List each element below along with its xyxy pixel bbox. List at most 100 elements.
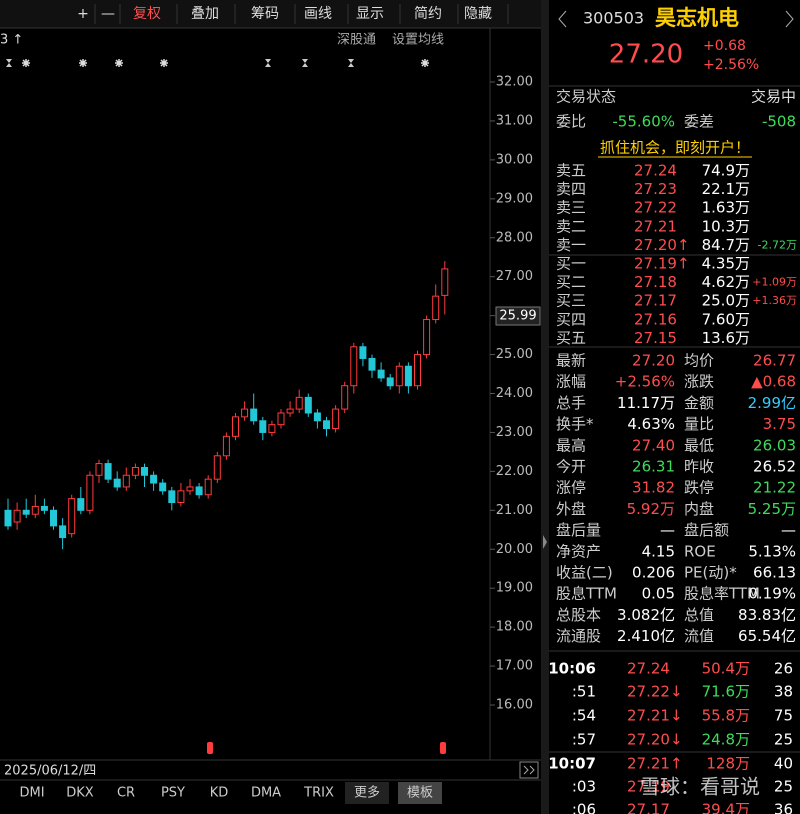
book-label: 买五 <box>556 329 586 347</box>
stat-label: 换手* <box>556 415 594 433</box>
chart-link[interactable]: 深股通 <box>337 33 376 48</box>
stat-label: 内盘 <box>684 500 714 518</box>
candle-body <box>68 498 76 535</box>
candle-body <box>13 509 21 523</box>
expand-button[interactable] <box>519 761 539 779</box>
trade-volume: 128万 <box>706 755 750 773</box>
stat-value: 0.206 <box>632 564 675 582</box>
stock-name: 昊志机电 <box>655 6 739 30</box>
indicator-tab[interactable]: DKX <box>66 786 94 801</box>
indicator-tab[interactable]: PSY <box>161 786 185 801</box>
nav-prev[interactable] <box>558 10 567 28</box>
toolbar-button[interactable]: 筹码 <box>251 5 279 22</box>
trade-count: 26 <box>774 660 793 678</box>
candle-body <box>213 455 221 480</box>
candle-body <box>186 486 194 492</box>
tab-bg <box>345 782 389 804</box>
indicator-tab[interactable]: DMA <box>251 786 281 801</box>
toolbar-button[interactable]: + <box>77 6 89 22</box>
stat-label: 总值 <box>684 606 714 624</box>
book-volume: 74.9万 <box>702 162 750 180</box>
book-volume: 25.0万 <box>702 292 750 310</box>
stat-label: 跌停 <box>684 479 714 497</box>
banner[interactable]: 抓住机会，即刻开户！ <box>600 139 750 157</box>
stat-value: 5.13% <box>748 542 796 560</box>
trade-time: :57 <box>572 731 596 749</box>
candle-body <box>59 525 67 539</box>
toolbar-button[interactable]: 简约 <box>414 5 442 22</box>
price: 27.20 <box>609 40 683 70</box>
stat-label: 最高 <box>556 436 586 454</box>
trade-volume: 24.8万 <box>702 731 750 749</box>
candle-body <box>386 377 394 387</box>
stat-label: 盘后额 <box>684 521 729 539</box>
value: -55.60% <box>612 113 675 131</box>
book-price: 27.22 <box>634 199 677 217</box>
trade-time: :03 <box>572 778 596 796</box>
book-label: 买三 <box>556 292 586 310</box>
nav-next[interactable] <box>785 10 794 28</box>
book-price: 27.21 <box>634 217 677 235</box>
y-tick-label: 23.00 <box>496 425 533 440</box>
splitter[interactable] <box>541 0 549 814</box>
indicator-tab[interactable]: CR <box>117 786 135 801</box>
book-volume: 4.62万 <box>702 273 750 291</box>
indicator-tab[interactable]: KD <box>210 786 229 801</box>
indicator-tab[interactable]: DMI <box>19 786 44 801</box>
stat-value: 65.54亿 <box>738 627 796 645</box>
toolbar-bg <box>0 0 541 28</box>
indicator-tab[interactable]: 模板 <box>407 786 433 801</box>
candle-body <box>222 435 230 457</box>
y-tick-label: 24.00 <box>496 386 533 401</box>
stat-label: 流值 <box>684 627 714 645</box>
change-pct: +2.56% <box>703 57 759 73</box>
candle-body <box>131 466 139 476</box>
trade-price: 27.22↓ <box>627 683 683 701</box>
toolbar-button[interactable]: 隐藏 <box>464 6 492 22</box>
trade-volume: 55.8万 <box>702 707 750 725</box>
trade-price: 27.21↑ <box>627 755 683 773</box>
toolbar-button[interactable]: 显示 <box>356 6 384 22</box>
trade-time: :54 <box>572 707 596 725</box>
candle-body <box>414 354 421 387</box>
toolbar-button[interactable]: 复权 <box>133 5 161 22</box>
toolbar-button[interactable]: 画线 <box>304 6 332 22</box>
stat-label: 总手 <box>556 394 586 412</box>
indicator-tab[interactable]: 更多 <box>354 785 380 801</box>
candle-body <box>259 420 267 433</box>
book-volume: 4.35万 <box>702 255 750 273</box>
stat-label: 涨跌 <box>684 373 714 391</box>
indicator-tab[interactable]: TRIX <box>303 786 334 801</box>
marker <box>22 59 30 67</box>
stat-label: 盘后量 <box>556 521 601 539</box>
candle-body <box>150 474 158 484</box>
trade-price: 27.24 <box>627 660 670 678</box>
stat-value: 26.03 <box>753 436 796 454</box>
book-volume: 10.3万 <box>702 217 750 235</box>
book-label: 卖二 <box>556 217 586 235</box>
toolbar-button[interactable]: — <box>101 6 115 22</box>
stat-value: 3.082亿 <box>617 606 675 624</box>
y-tick-label: 29.00 <box>496 191 533 206</box>
marker <box>348 59 354 67</box>
stat-label: 收益(二) <box>556 564 613 582</box>
candle-body <box>122 474 130 488</box>
book-delta: +1.36万 <box>752 294 797 307</box>
stat-value: 4.63% <box>627 415 675 433</box>
trade-price: 27.19 <box>627 778 670 796</box>
trade-price: 27.21↓ <box>627 707 683 725</box>
book-delta: +1.09万 <box>752 276 797 289</box>
chart-link[interactable]: 设置均线 <box>392 33 444 48</box>
stat-label: 流通股 <box>556 627 601 645</box>
candle-body <box>95 463 103 476</box>
trade-time: 10:06 <box>548 660 596 678</box>
stat-label: 最新 <box>556 352 586 370</box>
toolbar-button[interactable]: 叠加 <box>191 6 219 22</box>
stat-value: — <box>660 521 675 539</box>
candle-body <box>4 509 12 527</box>
candle-body <box>268 424 276 433</box>
stat-label: PE(动)* <box>684 564 737 582</box>
candle-body <box>350 346 358 387</box>
stat-label: 涨幅 <box>556 373 586 391</box>
